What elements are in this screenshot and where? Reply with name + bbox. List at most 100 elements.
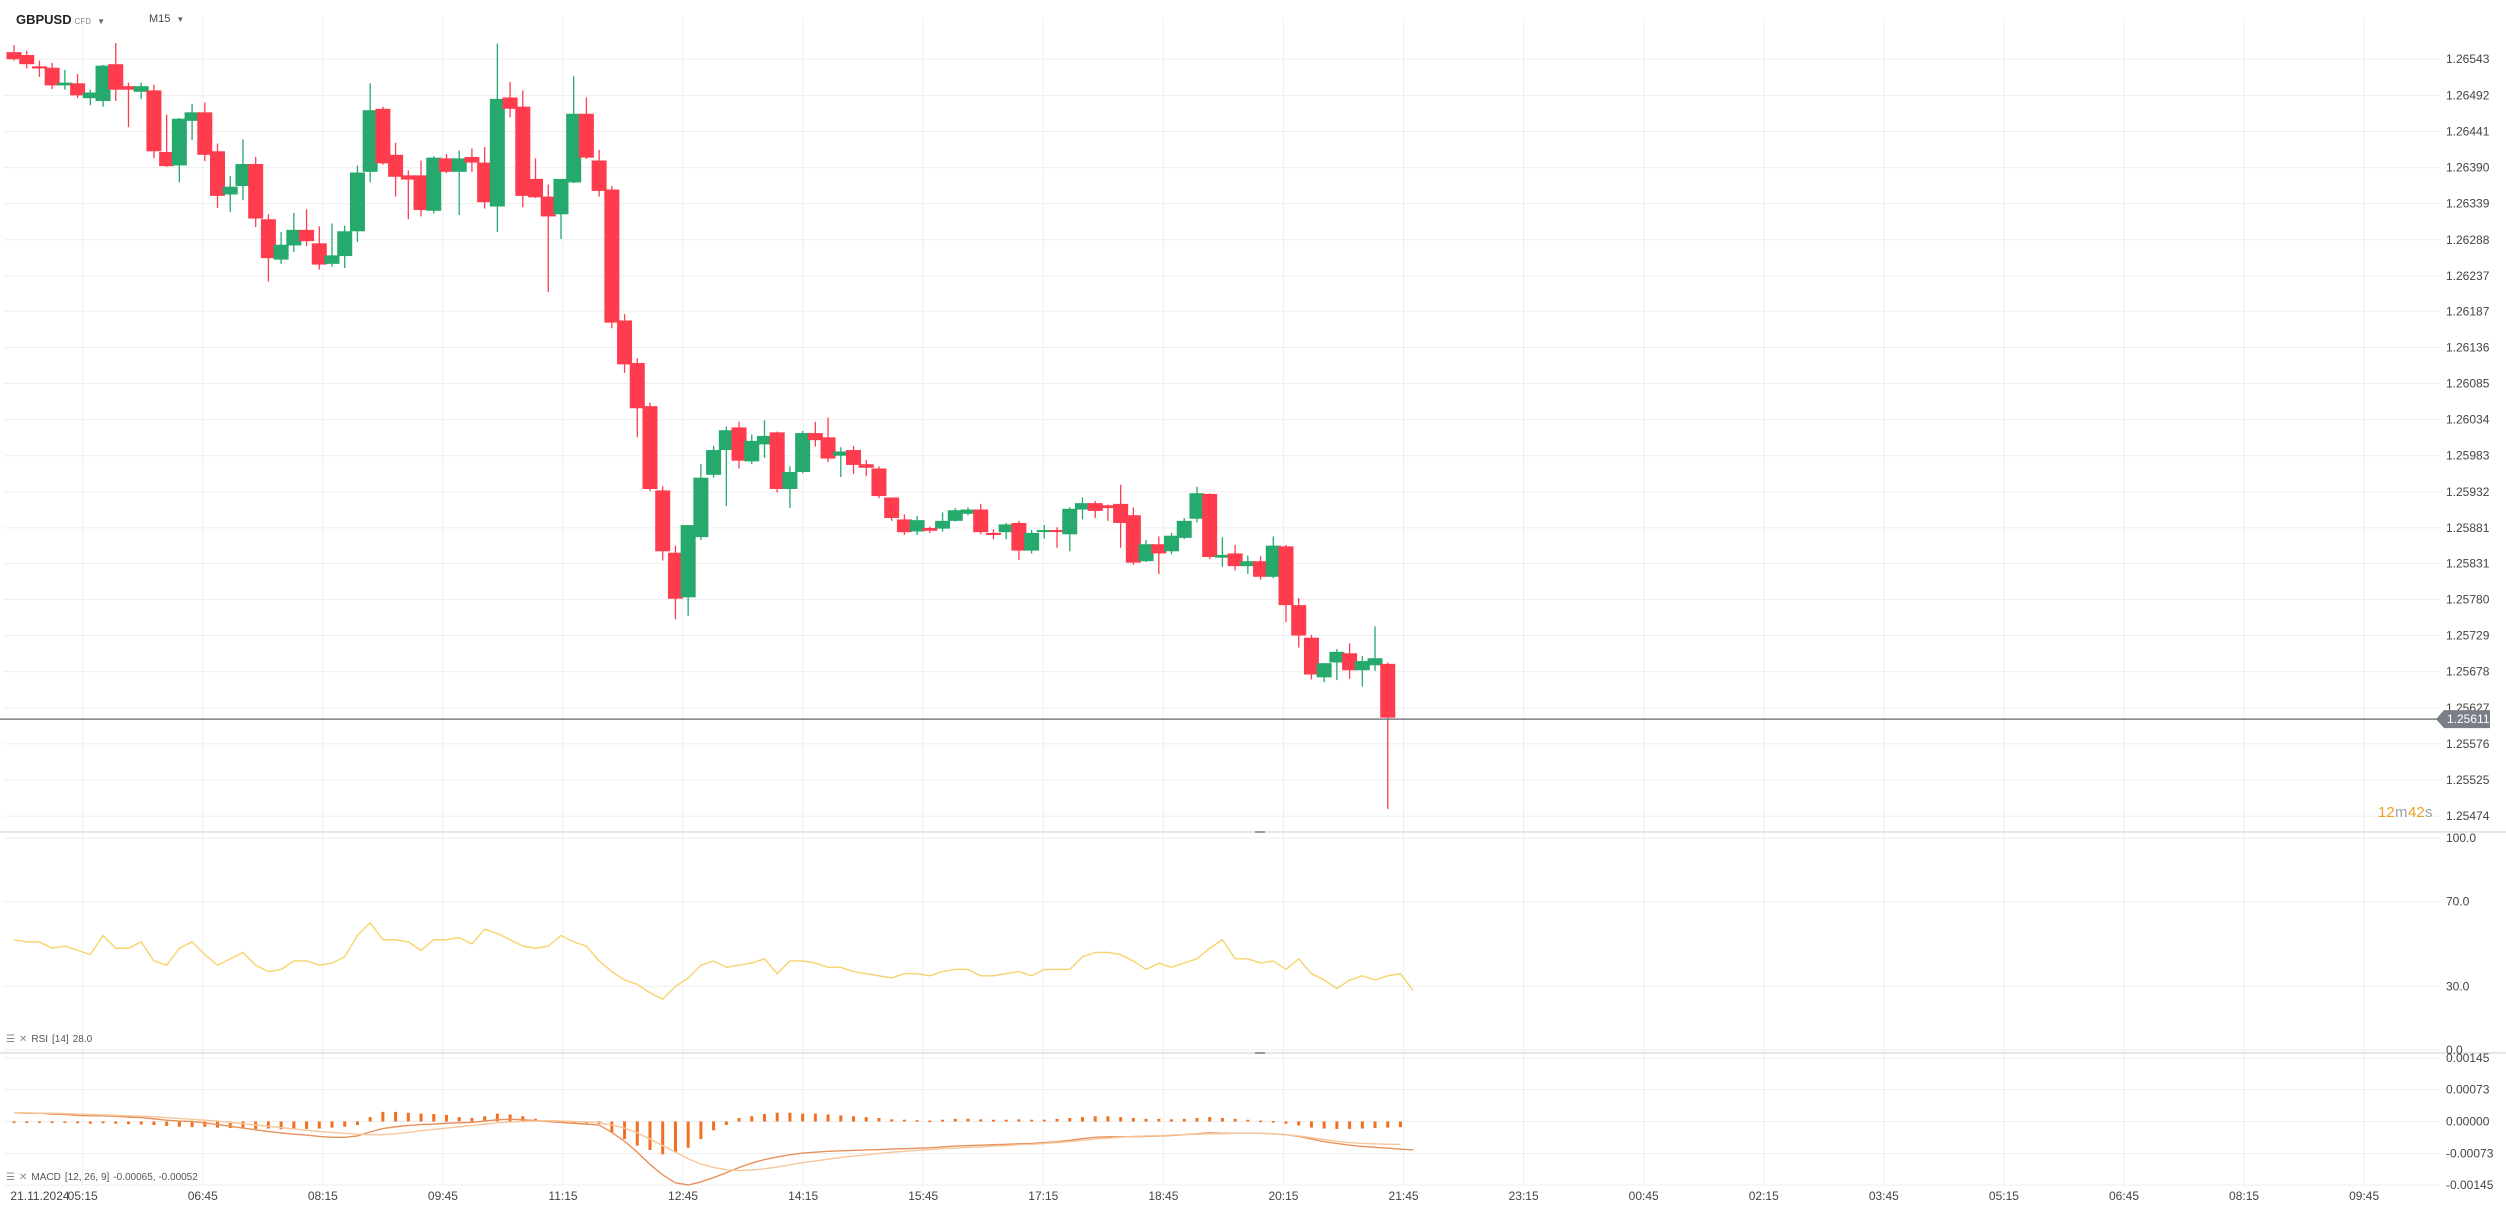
candle-body[interactable] <box>1125 515 1141 563</box>
candle-body[interactable] <box>756 435 772 445</box>
candle-body[interactable] <box>1151 544 1167 554</box>
candle-body[interactable] <box>858 464 874 468</box>
candle-body[interactable] <box>718 430 734 451</box>
candle-body[interactable] <box>108 64 124 90</box>
candle-body[interactable] <box>540 196 556 217</box>
rsi-panel[interactable] <box>13 921 1414 1000</box>
candle-body[interactable] <box>769 432 785 489</box>
candle-body[interactable] <box>553 178 569 215</box>
candle-body[interactable] <box>1176 520 1192 538</box>
candle-body[interactable] <box>171 118 187 166</box>
candle-body[interactable] <box>846 450 862 465</box>
menu-icon[interactable]: ☰ <box>6 1034 15 1045</box>
candle-body[interactable] <box>693 477 709 538</box>
macd-panel[interactable] <box>12 1111 1414 1186</box>
candle-body[interactable] <box>820 437 836 459</box>
candle-body[interactable] <box>489 98 505 207</box>
candle-body[interactable] <box>909 520 925 532</box>
candle-body[interactable] <box>591 160 607 191</box>
candle-body[interactable] <box>438 158 454 172</box>
candle-body[interactable] <box>680 525 696 598</box>
candle-body[interactable] <box>667 552 683 599</box>
candle-body[interactable] <box>985 532 1001 536</box>
candle-body[interactable] <box>833 451 849 456</box>
candle-body[interactable] <box>337 231 353 257</box>
candle-body[interactable] <box>273 244 289 260</box>
candle-body[interactable] <box>464 156 480 163</box>
macd-legend[interactable]: ☰ ✕ MACD [12, 26, 9] -0.00065, -0.00052 <box>6 1172 198 1183</box>
candle-body[interactable] <box>947 510 963 521</box>
candle-body[interactable] <box>515 106 531 196</box>
candle-body[interactable] <box>1354 661 1370 671</box>
candle-body[interactable] <box>248 164 264 219</box>
candle-body[interactable] <box>1164 535 1180 552</box>
candle-body[interactable] <box>210 151 226 196</box>
candle-body[interactable] <box>884 497 900 519</box>
candle-body[interactable] <box>222 186 238 195</box>
candle-body[interactable] <box>260 219 276 259</box>
candle-body[interactable] <box>159 151 175 167</box>
candle-body[interactable] <box>235 164 251 186</box>
candle-body[interactable] <box>795 433 811 473</box>
rsi-line[interactable] <box>13 921 1414 1000</box>
candle-body[interactable] <box>413 175 429 211</box>
candle-body[interactable] <box>1253 561 1269 577</box>
rsi-legend[interactable]: ☰ ✕ RSI [14] 28.0 <box>6 1034 92 1045</box>
candle-body[interactable] <box>120 86 136 90</box>
candle-body[interactable] <box>31 66 47 69</box>
candle-body[interactable] <box>1113 503 1129 523</box>
candle-body[interactable] <box>375 108 391 164</box>
candle-body[interactable] <box>44 67 60 86</box>
candle-body[interactable] <box>1074 503 1090 510</box>
candle-body[interactable] <box>1202 493 1218 557</box>
price-panel[interactable] <box>0 42 2440 810</box>
candle-body[interactable] <box>95 65 111 102</box>
candle-body[interactable] <box>286 229 302 246</box>
candle-body[interactable] <box>426 157 442 211</box>
candle-body[interactable] <box>566 113 582 183</box>
candle-body[interactable] <box>146 90 162 152</box>
candle-body[interactable] <box>642 406 658 489</box>
candle-body[interactable] <box>133 86 149 92</box>
close-icon[interactable]: ✕ <box>18 1172 28 1183</box>
candle-body[interactable] <box>1214 554 1230 558</box>
candle-body[interactable] <box>1278 546 1294 606</box>
candle-body[interactable] <box>528 178 544 198</box>
candle-body[interactable] <box>1087 503 1103 511</box>
candle-body[interactable] <box>604 189 620 323</box>
timeframe-selector[interactable]: M15 ▼ <box>149 13 184 25</box>
candle-body[interactable] <box>629 362 645 409</box>
candle-body[interactable] <box>1265 545 1281 577</box>
candle-body[interactable] <box>782 472 798 489</box>
candle-body[interactable] <box>744 440 760 462</box>
candle-body[interactable] <box>451 158 467 172</box>
candle-body[interactable] <box>1329 651 1345 663</box>
candle-body[interactable] <box>1303 637 1319 675</box>
candle-body[interactable] <box>578 113 594 158</box>
macd-signal-line[interactable] <box>14 1112 1401 1172</box>
candle-body[interactable] <box>1011 522 1027 551</box>
candle-body[interactable] <box>731 427 747 461</box>
candle-body[interactable] <box>311 243 327 265</box>
panel-resize-handle[interactable] <box>1255 1052 1265 1054</box>
candle-body[interactable] <box>1024 532 1040 551</box>
candle-body[interactable] <box>655 490 671 552</box>
candle-body[interactable] <box>1316 663 1332 678</box>
menu-icon[interactable]: ☰ <box>6 1172 15 1183</box>
candle-body[interactable] <box>617 320 633 365</box>
candle-body[interactable] <box>57 82 73 86</box>
candle-body[interactable] <box>349 172 365 232</box>
candle-body[interactable] <box>400 175 416 180</box>
candle-body[interactable] <box>477 162 493 203</box>
symbol-selector[interactable]: GBPUSD CFD ▼ <box>16 12 105 27</box>
candle-body[interactable] <box>1049 530 1065 533</box>
candle-body[interactable] <box>1100 505 1116 509</box>
candle-body[interactable] <box>1342 653 1358 671</box>
candle-body[interactable] <box>70 83 86 96</box>
candle-body[interactable] <box>998 524 1014 533</box>
candle-body[interactable] <box>362 110 378 172</box>
candle-body[interactable] <box>1036 530 1052 533</box>
candle-body[interactable] <box>1367 658 1383 666</box>
